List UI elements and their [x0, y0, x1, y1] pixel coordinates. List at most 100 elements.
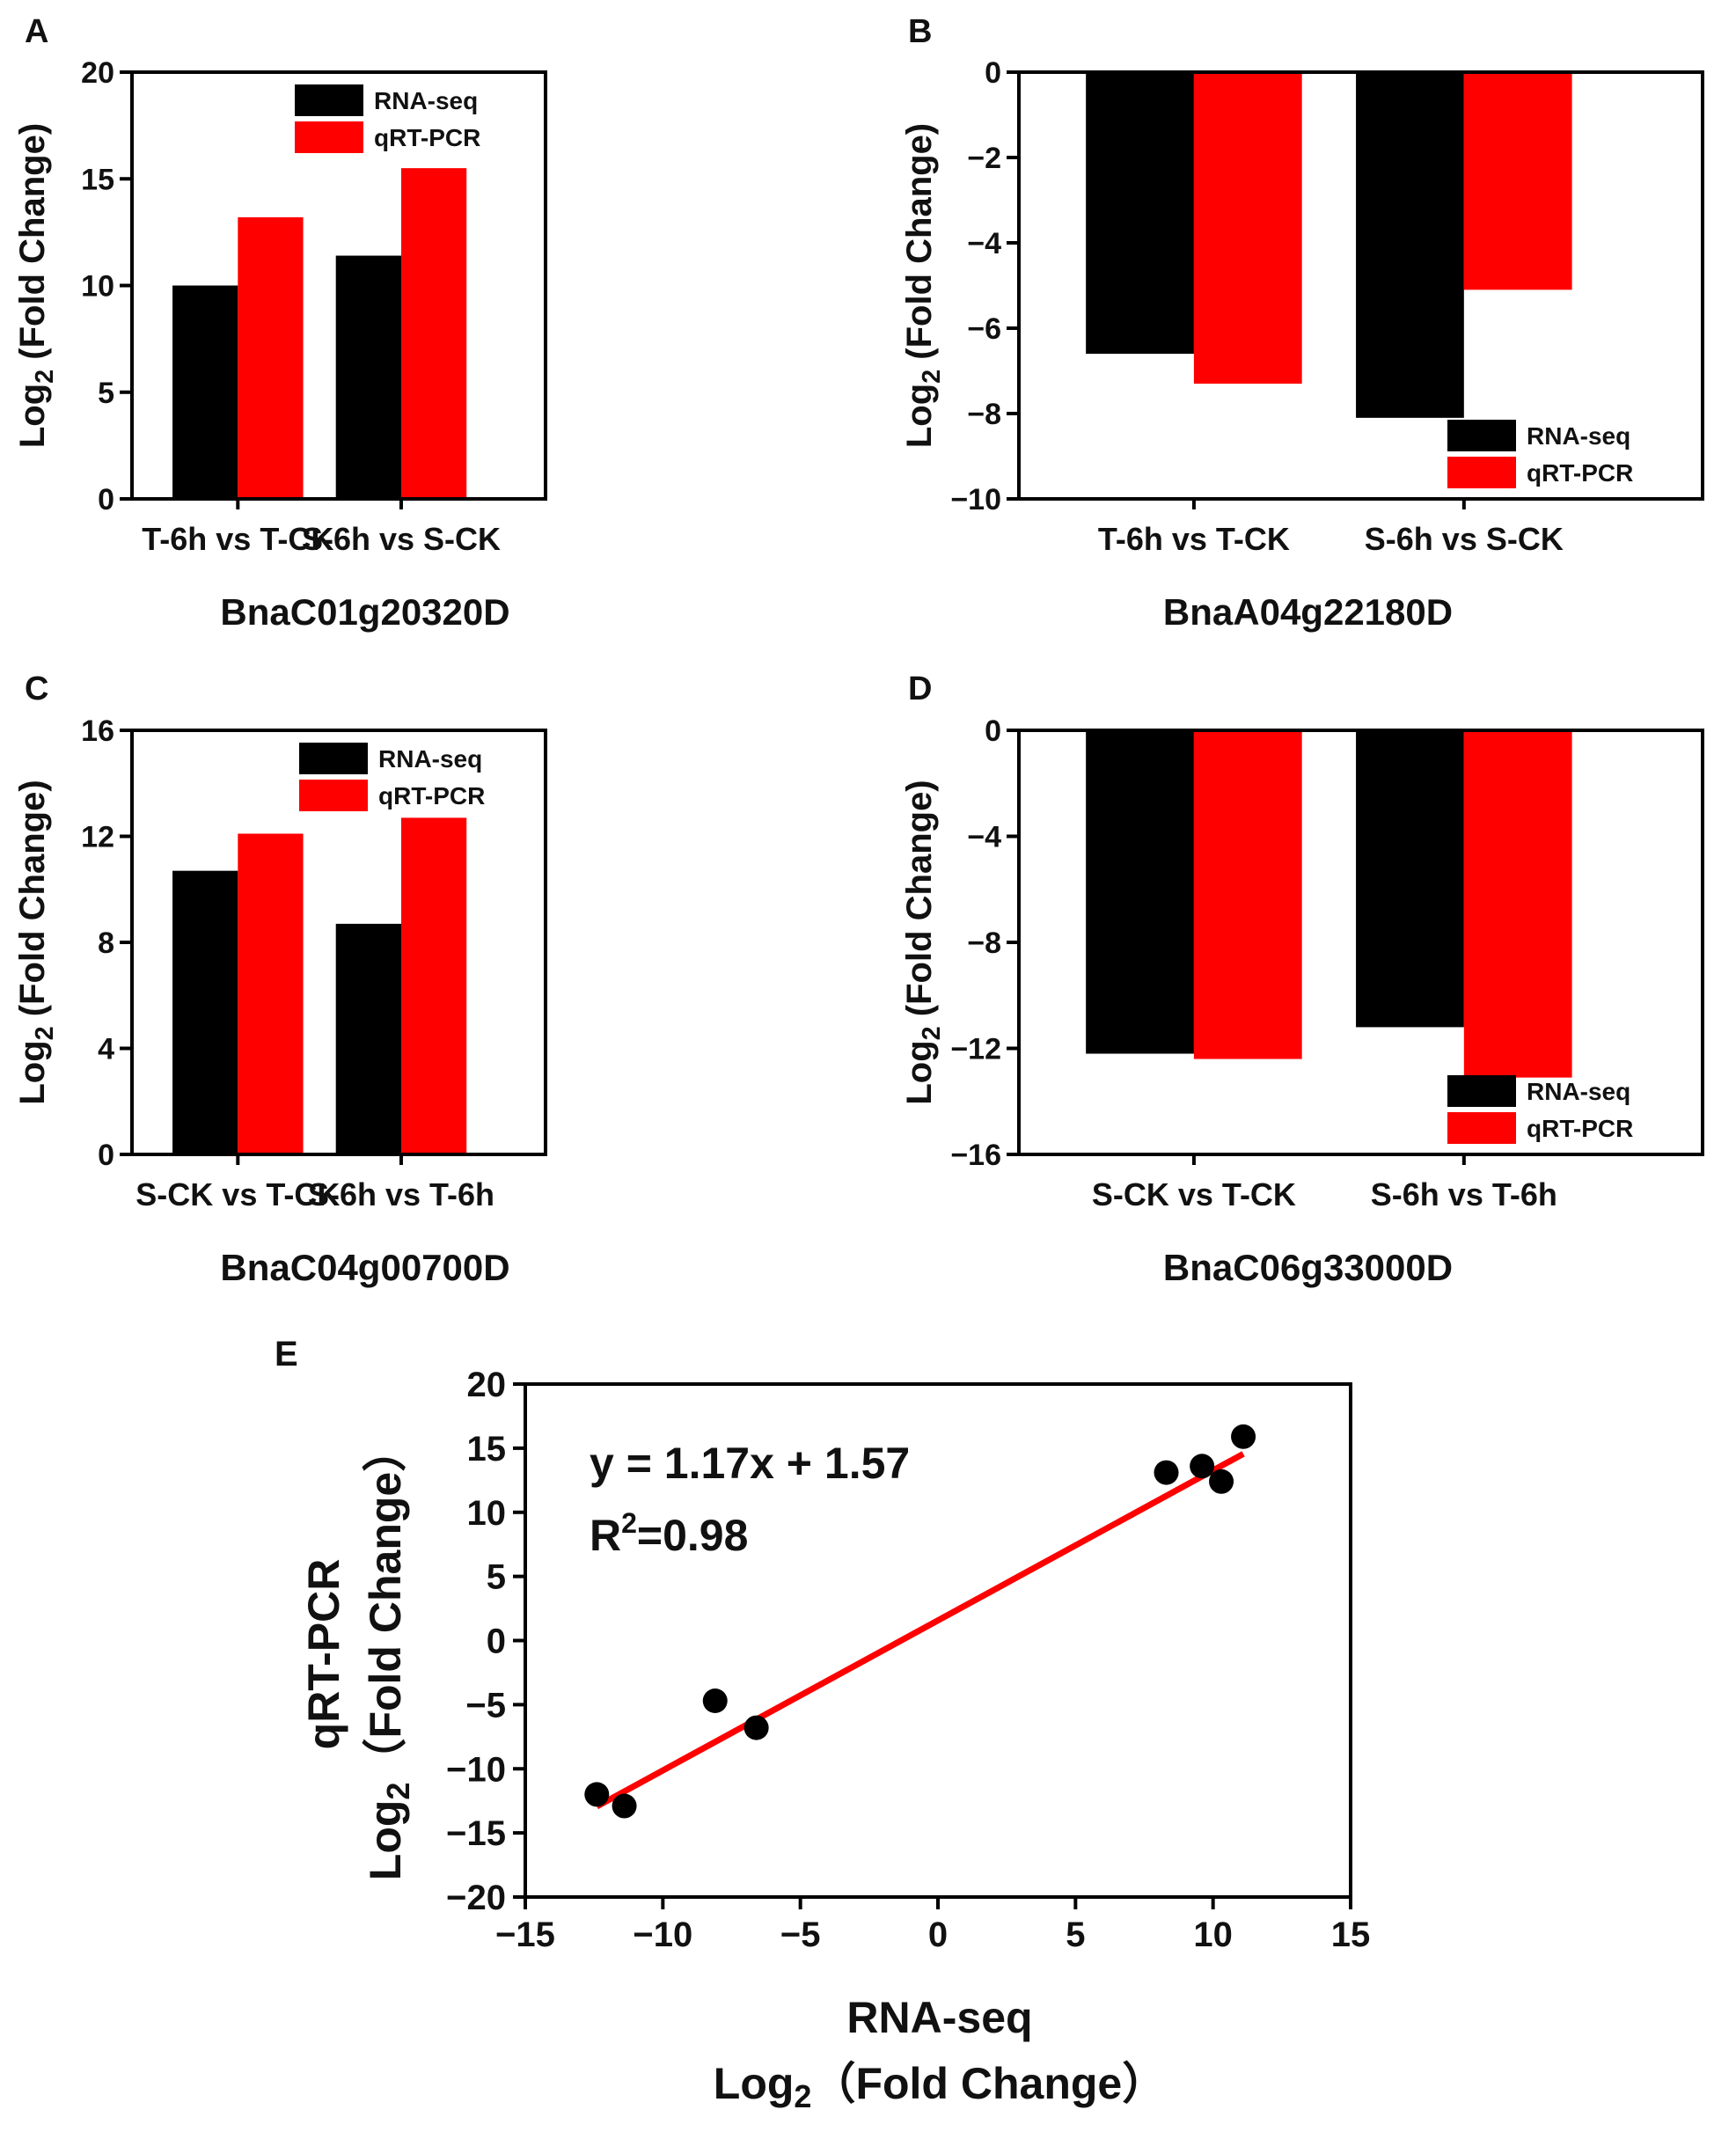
category-label: S-6h vs S-CK — [302, 521, 501, 557]
bar-qrt-pcr — [238, 833, 304, 1154]
panel-c: C S-CK vs T-CKS-6h vs T-6h 0 4 8 12 16 Log2 (Fo… — [13, 670, 547, 1288]
data-point — [584, 1782, 610, 1807]
category-label: S-6h vs T-6h — [1371, 1176, 1557, 1212]
bar-qrt-pcr — [400, 168, 467, 499]
y-axis-label: qRT-PCR — [299, 1559, 348, 1750]
legend-swatch — [295, 84, 363, 116]
y-tick-label: −5 — [465, 1686, 506, 1725]
panel-letter: A — [25, 13, 48, 50]
data-point — [1209, 1469, 1234, 1494]
category-label: S-6h vs T-6h — [308, 1176, 494, 1212]
x-axis-label: RNA-seq — [846, 1993, 1032, 2042]
legend-swatch — [1447, 1112, 1516, 1144]
legend-label: qRT-PCR — [374, 124, 480, 151]
y-tick-label: −8 — [967, 398, 1001, 431]
x-tick-label: −5 — [780, 1916, 821, 1954]
legend-label: RNA-seq — [1527, 1078, 1630, 1105]
y-tick-label: 20 — [81, 56, 114, 90]
legend-label: qRT-PCR — [1527, 1115, 1633, 1142]
legend-swatch — [1447, 457, 1516, 488]
y-tick-label: 8 — [98, 927, 114, 960]
data-point — [702, 1688, 728, 1714]
regression-line — [595, 1451, 1245, 1810]
y-tick-label: −10 — [950, 483, 1001, 516]
legend-label: qRT-PCR — [378, 782, 485, 809]
category-label: S-6h vs S-CK — [1365, 521, 1564, 557]
bar-qrt-pcr — [1193, 730, 1302, 1059]
panel-a: A T-6h vs T-CKS-6h vs S-CK 0 5 10 15 20 Log2 (F… — [13, 13, 547, 633]
bar-rna-seq — [172, 285, 238, 499]
y-tick-label: 0 — [98, 483, 114, 516]
y-axis-label: Log2 (Fold Change) — [900, 123, 946, 448]
y-tick-label: −6 — [967, 312, 1001, 346]
data-point — [1231, 1424, 1256, 1449]
plot-frame — [1017, 70, 1704, 501]
legend-swatch — [1447, 420, 1516, 451]
y-tick-label: 0 — [98, 1139, 114, 1172]
y-tick-label: −16 — [950, 1139, 1001, 1172]
panel-letter: B — [908, 13, 932, 50]
x-tick-label: −15 — [495, 1916, 555, 1954]
data-point — [612, 1793, 637, 1819]
y-tick-label: 15 — [467, 1430, 507, 1469]
bar-rna-seq — [1356, 730, 1464, 1028]
y-tick-label: −4 — [967, 227, 1001, 260]
y-axis-label: Log2 (Fold Change) — [13, 123, 59, 448]
y-axis-label: Log2 (Fold Change) — [13, 780, 59, 1104]
y-tick-label: 10 — [467, 1494, 507, 1533]
x-tick-label: −10 — [633, 1916, 692, 1954]
data-point — [1154, 1460, 1179, 1485]
x-axis-label-unit: Log2（Fold Change） — [714, 2059, 1166, 2114]
legend-swatch — [1447, 1075, 1516, 1107]
y-tick-label: 15 — [81, 163, 114, 196]
bar-rna-seq — [1356, 72, 1464, 418]
panel-letter: D — [908, 670, 932, 707]
y-tick-label: −15 — [446, 1814, 506, 1853]
category-label: T-6h vs T-CK — [1098, 521, 1290, 557]
r-squared: R2=0.98 — [590, 1507, 748, 1560]
y-tick-label: 4 — [98, 1033, 114, 1066]
bar-rna-seq — [172, 870, 238, 1154]
y-tick-label: 0 — [985, 714, 1001, 748]
gene-title: BnaC06g33000D — [1163, 1247, 1453, 1288]
x-tick-label: 0 — [928, 1916, 948, 1954]
y-tick-label: 0 — [985, 56, 1001, 90]
y-tick-label: 0 — [487, 1623, 506, 1661]
y-tick-label: −20 — [446, 1879, 506, 1917]
y-tick-label: −4 — [967, 821, 1001, 854]
y-tick-label: 16 — [81, 714, 114, 748]
panel-d: D S-CK vs T-CK S-6h vs T-6h 0 −4 −8 −12 −16 Log2… — [900, 670, 1704, 1288]
y-tick-label: 5 — [487, 1558, 506, 1597]
x-tick-label: 15 — [1331, 1916, 1371, 1954]
legend-swatch — [299, 743, 368, 774]
gene-title: BnaC01g20320D — [220, 591, 509, 633]
legend-swatch — [299, 780, 368, 811]
y-axis-label: Log2 (Fold Change) — [900, 780, 946, 1104]
y-tick-label: −10 — [446, 1750, 506, 1789]
bar-rna-seq — [335, 923, 401, 1154]
y-tick-label: 10 — [81, 270, 114, 304]
data-point — [743, 1715, 769, 1740]
legend-label: RNA-seq — [374, 87, 478, 114]
bar-qrt-pcr — [1193, 72, 1302, 385]
panel-letter: C — [25, 670, 48, 707]
fit-equation: y = 1.17x + 1.57 — [590, 1439, 910, 1488]
legend-label: qRT-PCR — [1527, 459, 1633, 487]
y-tick-label: −8 — [967, 927, 1001, 960]
bar-qrt-pcr — [400, 817, 467, 1154]
gene-title: BnaC04g00700D — [220, 1247, 509, 1288]
y-tick-label: −12 — [950, 1033, 1001, 1066]
bar-qrt-pcr — [1463, 72, 1572, 290]
bar-rna-seq — [1086, 730, 1194, 1054]
x-tick-label: 5 — [1066, 1916, 1085, 1954]
y-tick-label: −2 — [967, 142, 1001, 175]
data-point — [1190, 1454, 1215, 1479]
y-tick-label: 5 — [98, 377, 114, 410]
category-label: S-CK vs T-CK — [136, 1176, 340, 1212]
legend-label: RNA-seq — [378, 745, 482, 773]
category-label: S-CK vs T-CK — [1092, 1176, 1296, 1212]
y-tick-label: 20 — [467, 1366, 507, 1404]
y-axis-label-unit: Log2（Fold Change） — [361, 1428, 416, 1880]
